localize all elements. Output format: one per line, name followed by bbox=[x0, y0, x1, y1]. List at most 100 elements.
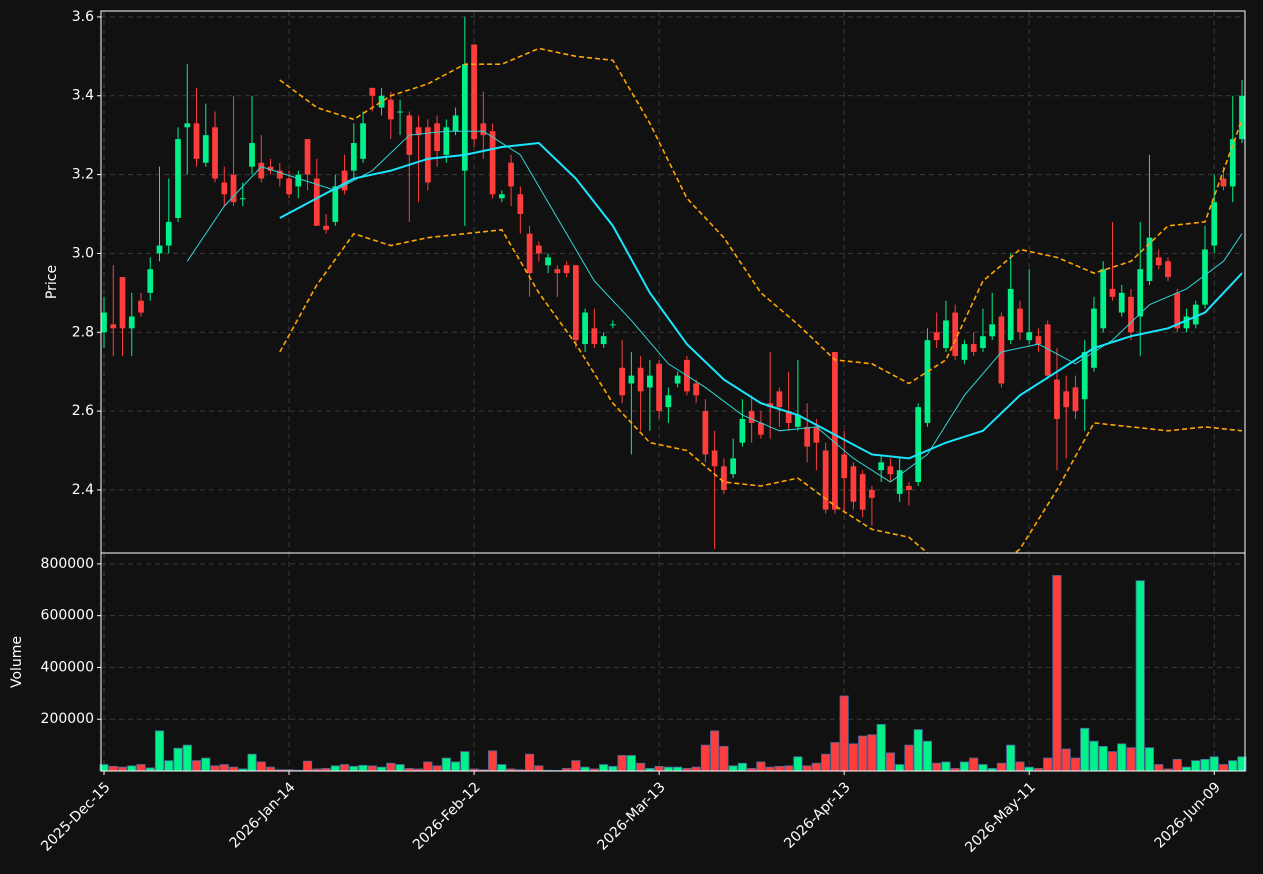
volume-bar bbox=[386, 762, 396, 772]
volume-bar bbox=[978, 764, 988, 772]
candle-body bbox=[360, 123, 366, 159]
volume-bar bbox=[210, 765, 220, 772]
volume-bar bbox=[1107, 751, 1118, 772]
volume-bar bbox=[525, 753, 535, 772]
grid bbox=[101, 11, 1245, 771]
y-tick-label: 2.4 bbox=[72, 482, 94, 498]
candle-body bbox=[619, 367, 625, 396]
volume-bar bbox=[367, 765, 377, 772]
volume-bar bbox=[663, 766, 673, 772]
candle-body bbox=[1007, 288, 1014, 341]
candle-body bbox=[665, 395, 672, 408]
candle-body bbox=[424, 127, 431, 183]
candle-body bbox=[202, 135, 209, 163]
volume-bar bbox=[793, 756, 803, 772]
candle-body bbox=[489, 131, 496, 195]
candle-body bbox=[1054, 379, 1060, 419]
volume-bar bbox=[959, 761, 970, 772]
candle-body bbox=[600, 336, 607, 345]
volume-bar bbox=[395, 764, 405, 772]
volume-bar bbox=[599, 764, 609, 772]
candle-body bbox=[212, 127, 218, 179]
candle-body bbox=[249, 143, 255, 167]
candle-body bbox=[128, 316, 135, 329]
candle-body bbox=[304, 139, 311, 175]
volume-axis-label: Volume bbox=[9, 636, 25, 688]
candle-body bbox=[1026, 332, 1033, 341]
volume-bar bbox=[219, 764, 229, 772]
volume-bar bbox=[848, 743, 858, 772]
candle-body bbox=[721, 466, 727, 490]
candle-body bbox=[535, 245, 542, 254]
volume-bar bbox=[904, 744, 914, 772]
volume-bar bbox=[302, 760, 313, 772]
candle-body bbox=[443, 127, 450, 155]
candle-body bbox=[647, 375, 653, 388]
volume-bar bbox=[811, 762, 821, 772]
overlay-lines bbox=[186, 47, 1243, 553]
candle-body bbox=[452, 115, 459, 132]
volume-bar bbox=[1144, 747, 1155, 772]
candle-body bbox=[896, 470, 903, 494]
candle-body bbox=[591, 328, 598, 345]
candle-body bbox=[267, 166, 274, 171]
candle-body bbox=[1063, 391, 1070, 408]
y-axis-label: Price bbox=[44, 265, 60, 299]
candle-body bbox=[822, 450, 829, 510]
volume-bar bbox=[1006, 744, 1016, 772]
candle-body bbox=[952, 312, 959, 356]
candle-body bbox=[1165, 261, 1171, 278]
volume-bar bbox=[580, 766, 590, 772]
volume-bar bbox=[1043, 757, 1053, 772]
volume-bar bbox=[839, 695, 849, 772]
volume-tick-label: 600000 bbox=[41, 608, 94, 624]
candle-body bbox=[998, 316, 1005, 384]
candle-body bbox=[1229, 139, 1236, 187]
candle-body bbox=[1118, 292, 1125, 313]
candle-body bbox=[785, 411, 792, 423]
volume-bar bbox=[330, 765, 340, 772]
volume-bar bbox=[1015, 761, 1025, 772]
volume-bar bbox=[774, 765, 784, 772]
candle-body bbox=[332, 186, 339, 222]
candle-body bbox=[702, 411, 709, 455]
volume-bar bbox=[1098, 746, 1108, 772]
volume-bar bbox=[1070, 757, 1081, 772]
volume-bar bbox=[376, 766, 387, 772]
volume-tick-label: 200000 bbox=[41, 711, 94, 727]
candle-body bbox=[1109, 288, 1116, 297]
candle-body bbox=[1072, 387, 1079, 412]
candle-body bbox=[526, 233, 533, 274]
volume-bar bbox=[867, 734, 877, 772]
candle-body bbox=[1174, 292, 1181, 329]
volume-bar bbox=[460, 751, 470, 772]
candle-body bbox=[1211, 202, 1218, 246]
candle-body bbox=[1035, 336, 1042, 345]
candle-body bbox=[628, 375, 635, 384]
candle-body bbox=[582, 312, 588, 345]
y-tick-label: 2.8 bbox=[72, 324, 94, 340]
candle-body bbox=[110, 324, 117, 329]
candle-body bbox=[387, 99, 394, 120]
candle-body bbox=[572, 265, 579, 341]
candle-body bbox=[239, 198, 246, 200]
volume-bar bbox=[913, 729, 923, 772]
candle-body bbox=[869, 489, 875, 498]
volume-bar bbox=[728, 765, 738, 772]
candle-body bbox=[961, 344, 968, 360]
candle-body bbox=[795, 415, 801, 427]
candle-body bbox=[1239, 95, 1245, 140]
volume-bar bbox=[922, 740, 932, 772]
candle-body bbox=[1183, 316, 1190, 329]
volume-tick-label: 400000 bbox=[41, 659, 94, 675]
volume-bar bbox=[1089, 740, 1099, 772]
volume-bar bbox=[1126, 747, 1136, 772]
volume-bar bbox=[497, 764, 507, 772]
candle-body bbox=[350, 143, 357, 171]
candle-body bbox=[758, 422, 764, 435]
volume-bar bbox=[488, 750, 498, 772]
volume-bar bbox=[154, 730, 165, 772]
volume-bar bbox=[127, 765, 137, 772]
y-tick-label: 3.6 bbox=[72, 9, 94, 25]
volume-bar bbox=[265, 766, 276, 772]
